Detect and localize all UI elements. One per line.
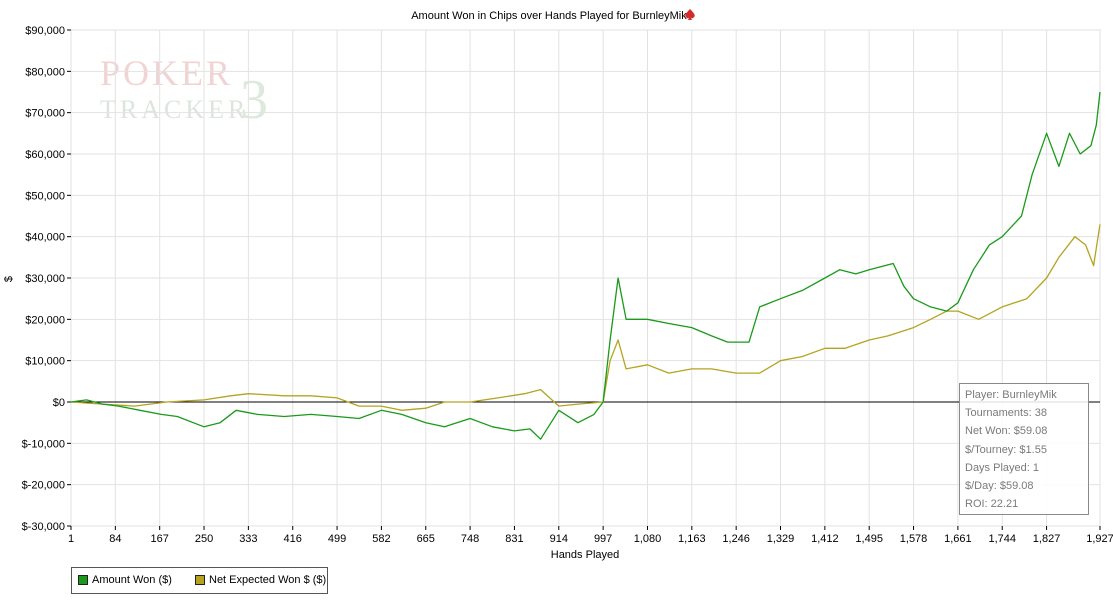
x-tick-label: 582 — [372, 533, 390, 545]
series-line-net-expected — [70, 224, 1101, 411]
series-line-amount-won — [70, 91, 1101, 440]
chart-title: Amount Won in Chips over Hands Played fo… — [411, 10, 687, 22]
y-tick-label: $60,000 — [25, 149, 65, 161]
y-tick-label: $30,000 — [25, 273, 65, 285]
legend-label-amount-won: Amount Won ($) — [92, 574, 172, 586]
x-tick-label: 1,329 — [767, 533, 795, 545]
x-tick-label: 499 — [328, 533, 346, 545]
watermark-logo: POKER TRACKER 3 — [100, 53, 268, 131]
x-tick-label: 1,578 — [900, 533, 928, 545]
x-tick-label: 1,744 — [988, 533, 1016, 545]
x-tick-label: 1,661 — [944, 533, 972, 545]
spade-icon — [685, 9, 695, 20]
stats-per-tourney: $/Tourney: $1.55 — [965, 443, 1047, 456]
stats-per-day: $/Day: $59.08 — [965, 479, 1034, 492]
legend: Amount Won ($) Net Expected Won $ ($) — [71, 567, 328, 594]
y-tick-label: $70,000 — [25, 108, 65, 120]
x-tick-label: 1,246 — [722, 533, 750, 545]
legend-swatch-net-expected — [195, 575, 205, 585]
x-tick-label: 1 — [68, 533, 74, 545]
x-tick-label: 1,827 — [1033, 533, 1061, 545]
x-tick-label: 1,927 — [1086, 533, 1113, 545]
legend-label-net-expected: Net Expected Won $ ($) — [209, 574, 327, 586]
x-tick-label: 1,080 — [634, 533, 662, 545]
y-tick-label: $-30,000 — [22, 521, 65, 533]
x-tick-label: 167 — [151, 533, 169, 545]
y-tick-label: $0 — [53, 397, 65, 409]
svg-text:TRACKER: TRACKER — [100, 95, 249, 124]
x-tick-label: 665 — [417, 533, 435, 545]
legend-swatch-amount-won — [78, 575, 88, 585]
legend-item-amount-won: Amount Won ($) — [78, 574, 172, 586]
y-tick-label: $10,000 — [25, 356, 65, 368]
y-tick-label: $40,000 — [25, 232, 65, 244]
y-axis-label: $ — [3, 276, 15, 282]
x-tick-label: 914 — [550, 533, 568, 545]
x-tick-label: 748 — [461, 533, 479, 545]
y-tick-label: $-20,000 — [22, 480, 65, 492]
stats-player: Player: BurnleyMik — [965, 389, 1057, 401]
x-axis-label: Hands Played — [551, 549, 620, 561]
grid — [70, 29, 1101, 527]
y-tick-label: $80,000 — [25, 66, 65, 78]
axes: 1 84 167 250 333 416 499 582 665 748 831 914 997 1,08… — [22, 25, 1113, 545]
series-lines — [70, 91, 1101, 440]
legend-item-net-expected: Net Expected Won $ ($) — [195, 574, 326, 586]
x-tick-label: 1,495 — [855, 533, 883, 545]
stats-roi: ROI: 22.21 — [965, 498, 1019, 511]
x-tick-label: 831 — [505, 533, 523, 545]
x-tick-label: 250 — [195, 533, 213, 545]
y-tick-label: $20,000 — [25, 314, 65, 326]
x-tick-label: 84 — [109, 533, 121, 545]
stats-days-played: Days Played: 1 — [965, 461, 1039, 474]
y-tick-label: $-10,000 — [22, 438, 65, 450]
x-tick-label: 333 — [239, 533, 257, 545]
x-tick-label: 997 — [594, 533, 612, 545]
y-tick-label: $50,000 — [25, 190, 65, 202]
y-tick-label: $90,000 — [25, 25, 65, 37]
x-tick-label: 1,163 — [678, 533, 706, 545]
x-tick-label: 1,412 — [811, 533, 839, 545]
x-tick-label: 416 — [284, 533, 302, 545]
stats-box: Player: BurnleyMik Tournaments: 38 Net W… — [959, 383, 1089, 515]
stats-net-won: Net Won: $59.08 — [965, 425, 1048, 438]
stats-tournaments: Tournaments: 38 — [965, 407, 1047, 420]
svg-text:3: 3 — [240, 69, 268, 131]
svg-text:POKER: POKER — [100, 53, 233, 93]
